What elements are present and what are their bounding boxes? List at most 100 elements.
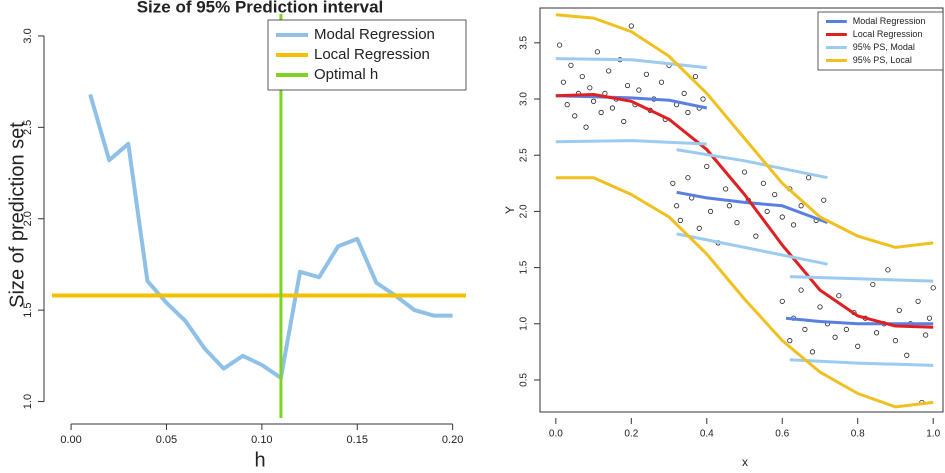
series-line: [88, 93, 453, 380]
x-tick-label: 0.2: [624, 429, 638, 440]
point: [821, 197, 827, 203]
point: [624, 82, 631, 89]
point: [579, 73, 585, 80]
point: [926, 315, 933, 321]
series-line: [555, 13, 934, 409]
point: [609, 105, 616, 111]
y-tick-label: 1.0: [519, 316, 530, 330]
y-axis-label: Size of prediction set: [6, 122, 28, 308]
series-line: [555, 93, 934, 329]
y-tick-label: 2.0: [519, 204, 530, 218]
point: [734, 220, 740, 226]
point: [677, 217, 683, 223]
point: [685, 175, 691, 181]
x-tick-label: 1.0: [926, 429, 940, 440]
point: [673, 203, 680, 209]
x-tick-label: 0.05: [156, 434, 177, 446]
point: [636, 87, 642, 93]
point: [779, 214, 785, 220]
x-tick-label: 0.0: [549, 429, 563, 440]
point: [643, 71, 650, 77]
point: [802, 326, 808, 333]
point: [873, 330, 880, 336]
y-tick-label: 3.5: [519, 35, 530, 49]
point: [598, 109, 604, 116]
point: [704, 163, 710, 170]
legend-label: Modal Regression: [314, 26, 435, 43]
y-tick-label: 3.0: [22, 28, 34, 43]
point: [707, 208, 714, 215]
point: [723, 186, 729, 192]
point: [809, 349, 816, 355]
point: [772, 191, 778, 198]
y-axis-label: Y: [503, 206, 517, 214]
plot-frame: [539, 7, 944, 413]
point: [658, 79, 665, 85]
point: [896, 307, 902, 313]
point: [700, 96, 706, 102]
y-tick-label: 3.0: [519, 92, 530, 106]
point: [560, 79, 566, 85]
point: [836, 293, 842, 299]
legend-label: Modal Regression: [853, 16, 926, 26]
y-tick-label: 2.0: [22, 211, 34, 226]
point: [670, 180, 676, 186]
point: [790, 222, 797, 228]
y-tick-label: 2.5: [519, 148, 530, 162]
point: [832, 334, 838, 340]
y-tick-label: 0.5: [519, 373, 530, 387]
series-line: [555, 94, 934, 326]
point: [779, 298, 785, 304]
point: [923, 332, 929, 338]
point: [806, 175, 812, 181]
point: [587, 85, 593, 91]
x-tick-label: 0.20: [442, 434, 463, 446]
point: [855, 343, 861, 349]
x-tick-label: 0.10: [251, 434, 272, 446]
y-tick-label: 1.0: [22, 394, 34, 409]
point: [764, 208, 770, 215]
point: [557, 42, 563, 48]
point: [590, 98, 597, 104]
point: [817, 304, 823, 310]
point: [685, 109, 691, 116]
x-tick-label: 0.00: [60, 434, 81, 446]
point: [628, 23, 634, 29]
point: [760, 180, 766, 186]
y-tick-label: 1.5: [519, 260, 530, 274]
point: [798, 287, 804, 293]
x-axis-label: x: [742, 455, 748, 469]
series-line: [555, 57, 934, 367]
legend-label: Local Regression: [314, 46, 430, 63]
point: [692, 73, 699, 80]
x-axis-label: h: [254, 449, 265, 471]
point: [915, 298, 921, 304]
point: [904, 352, 910, 358]
chart-title: Size of 95% Prediction interval: [137, 0, 384, 16]
point: [564, 102, 570, 108]
x-tick-label: 0.4: [700, 429, 714, 440]
legend-label: 95% PS, Local: [853, 55, 912, 65]
point: [568, 62, 574, 68]
point: [787, 338, 793, 344]
point: [741, 169, 748, 175]
legend-label: Local Regression: [853, 29, 923, 39]
x-tick-label: 0.8: [851, 429, 865, 440]
y-tick-label: 2.5: [22, 120, 34, 135]
point: [681, 90, 687, 97]
point: [583, 124, 589, 130]
point: [892, 338, 899, 344]
point: [843, 326, 850, 333]
point: [696, 225, 702, 231]
legend-label: 95% PS, Modal: [853, 42, 915, 52]
legend-label: Optimal h: [314, 66, 378, 83]
point: [621, 118, 627, 125]
point: [930, 285, 936, 291]
y-tick-label: 1.5: [22, 302, 34, 317]
point: [870, 281, 876, 288]
point: [572, 113, 578, 119]
point: [726, 203, 733, 209]
point: [798, 203, 804, 209]
point: [753, 233, 759, 239]
